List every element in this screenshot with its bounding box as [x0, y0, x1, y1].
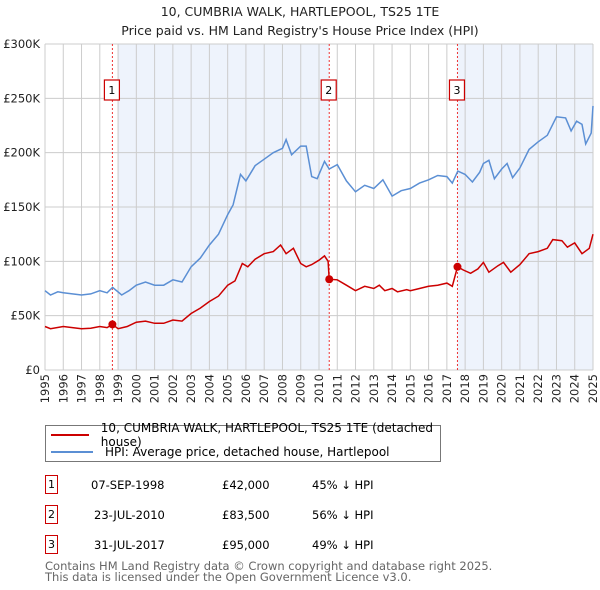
sale-date: 07-SEP-1998	[91, 478, 165, 492]
sale-point	[453, 262, 462, 271]
y-tick-label: £200K	[3, 146, 40, 160]
sale-marker-box	[320, 79, 337, 101]
x-tick-label: 2014	[385, 374, 399, 403]
sale-marker-label: 1	[108, 84, 115, 97]
sale-number-badge: 3	[45, 535, 58, 554]
sale-date: 31-JUL-2017	[94, 538, 165, 552]
footer-copyright: Contains HM Land Registry data © Crown c…	[45, 559, 493, 573]
y-tick-label: £0	[25, 363, 40, 377]
x-tick-label: 2002	[166, 374, 180, 403]
sale-hpi-diff: 56% ↓ HPI	[312, 508, 374, 522]
sale-point	[108, 320, 117, 329]
x-tick-label: 2000	[129, 374, 143, 403]
x-tick-label: 2020	[495, 374, 509, 403]
sale-point	[325, 275, 334, 284]
x-tick-label: 2017	[440, 374, 454, 403]
sale-row: 2 23-JUL-2010 £83,500 56% ↓ HPI	[45, 505, 445, 525]
series-line-property	[44, 234, 594, 330]
legend-item-hpi: HPI: Average price, detached house, Hart…	[46, 444, 390, 460]
y-tick-label: £250K	[3, 91, 40, 105]
sale-marker-label: 2	[325, 84, 332, 97]
legend-label-hpi: HPI: Average price, detached house, Hart…	[105, 445, 390, 459]
x-tick-label: 2016	[422, 374, 436, 403]
sale-marker-box	[103, 79, 121, 101]
legend-label-property: 10, CUMBRIA WALK, HARTLEPOOL, TS25 1TE (…	[100, 421, 434, 449]
sale-row: 3 31-JUL-2017 £95,000 49% ↓ HPI	[45, 535, 445, 555]
x-tick-label: 2004	[202, 374, 216, 403]
sale-number-badge: 1	[45, 475, 58, 494]
x-tick-label: 2022	[531, 374, 545, 403]
x-tick-label: 2019	[476, 374, 490, 403]
legend-swatch-hpi	[51, 451, 93, 453]
legend-item-property: 10, CUMBRIA WALK, HARTLEPOOL, TS25 1TE (…	[46, 421, 440, 449]
x-tick-label: 2025	[586, 374, 600, 403]
x-tick-label: 2005	[221, 374, 235, 403]
x-tick-label: 1995	[38, 374, 52, 403]
sale-marker-box	[448, 79, 466, 101]
x-tick-label: 1998	[93, 374, 107, 403]
y-tick-label: £100K	[3, 254, 40, 268]
y-tick-label: £150K	[3, 200, 40, 214]
sale-hpi-diff: 49% ↓ HPI	[312, 538, 374, 552]
x-tick-label: 2009	[294, 374, 308, 403]
series-line-hpi	[44, 105, 594, 296]
x-tick-label: 2007	[257, 374, 271, 403]
sale-number-badge: 2	[45, 505, 58, 524]
y-tick-label: £300K	[3, 37, 40, 51]
x-tick-label: 1996	[56, 374, 70, 403]
sale-price: £83,500	[222, 508, 270, 522]
x-tick-label: 2006	[239, 374, 253, 403]
y-tick-label: £50K	[11, 309, 41, 323]
sale-hpi-diff: 45% ↓ HPI	[312, 478, 374, 492]
x-tick-label: 2021	[513, 374, 527, 403]
legend-swatch-property	[51, 434, 89, 436]
price-chart: 10, CUMBRIA WALK, HARTLEPOOL, TS25 1TE Pr…	[3, 4, 600, 403]
x-tick-label: 2011	[330, 374, 344, 403]
x-tick-label: 1999	[111, 374, 125, 403]
x-tick-label: 2015	[403, 374, 417, 403]
footer-licence: This data is licensed under the Open Gov…	[45, 570, 412, 584]
chart-title: 10, CUMBRIA WALK, HARTLEPOOL, TS25 1TE	[161, 4, 440, 19]
x-tick-label: 2008	[275, 374, 289, 403]
legend: 10, CUMBRIA WALK, HARTLEPOOL, TS25 1TE (…	[45, 421, 441, 462]
x-tick-label: 2018	[458, 374, 472, 403]
x-tick-label: 2024	[568, 374, 582, 403]
x-tick-label: 2010	[312, 374, 326, 403]
sale-price: £95,000	[222, 538, 270, 552]
x-tick-label: 2023	[549, 374, 563, 403]
x-tick-label: 1997	[75, 374, 89, 403]
x-tick-label: 2001	[148, 374, 162, 403]
x-tick-label: 2003	[184, 374, 198, 403]
x-tick-label: 2012	[349, 374, 363, 403]
sale-date: 23-JUL-2010	[94, 508, 165, 522]
sale-price: £42,000	[222, 478, 270, 492]
sale-row: 1 07-SEP-1998 £42,000 45% ↓ HPI	[45, 475, 445, 495]
sale-marker-label: 3	[453, 84, 460, 97]
x-tick-label: 2013	[367, 374, 381, 403]
chart-subtitle: Price paid vs. HM Land Registry's House …	[121, 23, 478, 38]
